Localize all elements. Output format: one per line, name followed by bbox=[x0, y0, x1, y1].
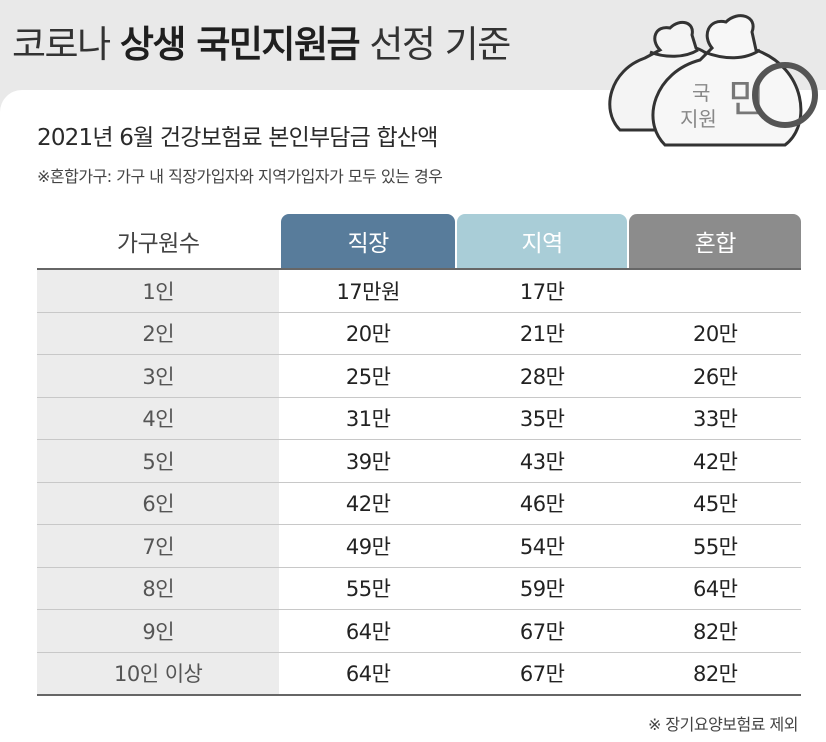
table-row: 2인 20만 21만 20만 bbox=[37, 312, 801, 355]
illus-text-1: 국 bbox=[692, 81, 710, 105]
title-suffix: 선정 기준 bbox=[369, 23, 511, 66]
workplace-cell: 31만 bbox=[345, 407, 391, 432]
region-cell: 21만 bbox=[519, 322, 565, 347]
region-cell: 43만 bbox=[519, 449, 565, 474]
table-row: 8인 55만 59만 64만 bbox=[37, 567, 801, 610]
mixed-cell: 64만 bbox=[692, 577, 738, 602]
title-prefix: 코로나 bbox=[12, 23, 111, 66]
mixed-cell: 45만 bbox=[692, 492, 738, 517]
illus-text-3: 지원 bbox=[680, 107, 717, 131]
region-cell: 54만 bbox=[519, 534, 565, 559]
household-size-cell: 4인 bbox=[37, 397, 280, 439]
household-size-cell: 1인 bbox=[37, 270, 280, 312]
table-body: 1인 17만원 17만 2인 20만 21만 20만 3인 25만 28만 26… bbox=[37, 268, 801, 696]
criteria-table: 가구원수 직장 지역 혼합 1인 17만원 17만 2인 20만 21만 20만… bbox=[37, 214, 801, 696]
region-cell: 67만 bbox=[519, 662, 565, 687]
table-row: 10인 이상 64만 67만 82만 bbox=[37, 652, 801, 696]
table-subtitle: 2021년 6월 건강보험료 본인부담금 합산액 bbox=[37, 125, 438, 151]
table-row: 1인 17만원 17만 bbox=[37, 270, 801, 313]
header-mixed: 혼합 bbox=[629, 214, 801, 268]
table-row: 7인 49만 54만 55만 bbox=[37, 525, 801, 568]
household-size-cell: 8인 bbox=[37, 567, 280, 609]
workplace-cell: 49만 bbox=[345, 534, 391, 559]
workplace-cell: 17만원 bbox=[336, 279, 400, 304]
workplace-cell: 25만 bbox=[345, 364, 391, 389]
household-size-cell: 2인 bbox=[37, 312, 280, 354]
household-size-cell: 3인 bbox=[37, 355, 280, 397]
mixed-cell: 20만 bbox=[692, 322, 738, 347]
region-cell: 28만 bbox=[519, 364, 565, 389]
household-size-cell: 5인 bbox=[37, 440, 280, 482]
header-workplace: 직장 bbox=[281, 214, 455, 268]
money-bag-illustration: 국 민 지원 bbox=[608, 14, 818, 147]
page-title: 코로나 상생 국민지원금 선정 기준 bbox=[12, 14, 511, 68]
workplace-cell: 64만 bbox=[345, 662, 391, 687]
workplace-cell: 39만 bbox=[345, 449, 391, 474]
household-size-cell: 7인 bbox=[37, 525, 280, 567]
mixed-cell: 26만 bbox=[692, 364, 738, 389]
workplace-cell: 64만 bbox=[345, 619, 391, 644]
table-row: 4인 31만 35만 33만 bbox=[37, 397, 801, 440]
workplace-cell: 55만 bbox=[345, 577, 391, 602]
mixed-cell bbox=[629, 270, 801, 312]
mixed-cell: 82만 bbox=[692, 619, 738, 644]
mixed-household-note: ※혼합가구: 가구 내 직장가입자와 지역가입자가 모두 있는 경우 bbox=[37, 167, 443, 186]
footnote: ※ 장기요양보험료 제외 bbox=[647, 715, 799, 734]
mixed-cell: 42만 bbox=[692, 449, 738, 474]
household-size-cell: 10인 이상 bbox=[37, 652, 280, 694]
title-bold: 상생 국민지원금 bbox=[119, 23, 361, 66]
workplace-cell: 42만 bbox=[345, 492, 391, 517]
household-size-cell: 6인 bbox=[37, 482, 280, 524]
magnifier-icon bbox=[752, 62, 818, 128]
household-size-cell: 9인 bbox=[37, 610, 280, 652]
mixed-cell: 33만 bbox=[692, 407, 738, 432]
table-row: 5인 39만 43만 42만 bbox=[37, 440, 801, 483]
table-row: 6인 42만 46만 45만 bbox=[37, 482, 801, 525]
table-row: 9인 64만 67만 82만 bbox=[37, 610, 801, 653]
workplace-cell: 20만 bbox=[345, 322, 391, 347]
table-header-row: 가구원수 직장 지역 혼합 bbox=[37, 214, 801, 268]
region-cell: 67만 bbox=[519, 619, 565, 644]
mixed-cell: 82만 bbox=[692, 662, 738, 687]
region-cell: 59만 bbox=[519, 577, 565, 602]
region-cell: 35만 bbox=[519, 407, 565, 432]
region-cell: 17만 bbox=[519, 279, 565, 304]
table-row: 3인 25만 28만 26만 bbox=[37, 355, 801, 398]
header-region: 지역 bbox=[456, 214, 628, 268]
mixed-cell: 55만 bbox=[692, 534, 738, 559]
header-household-size: 가구원수 bbox=[116, 231, 200, 257]
region-cell: 46만 bbox=[519, 492, 565, 517]
